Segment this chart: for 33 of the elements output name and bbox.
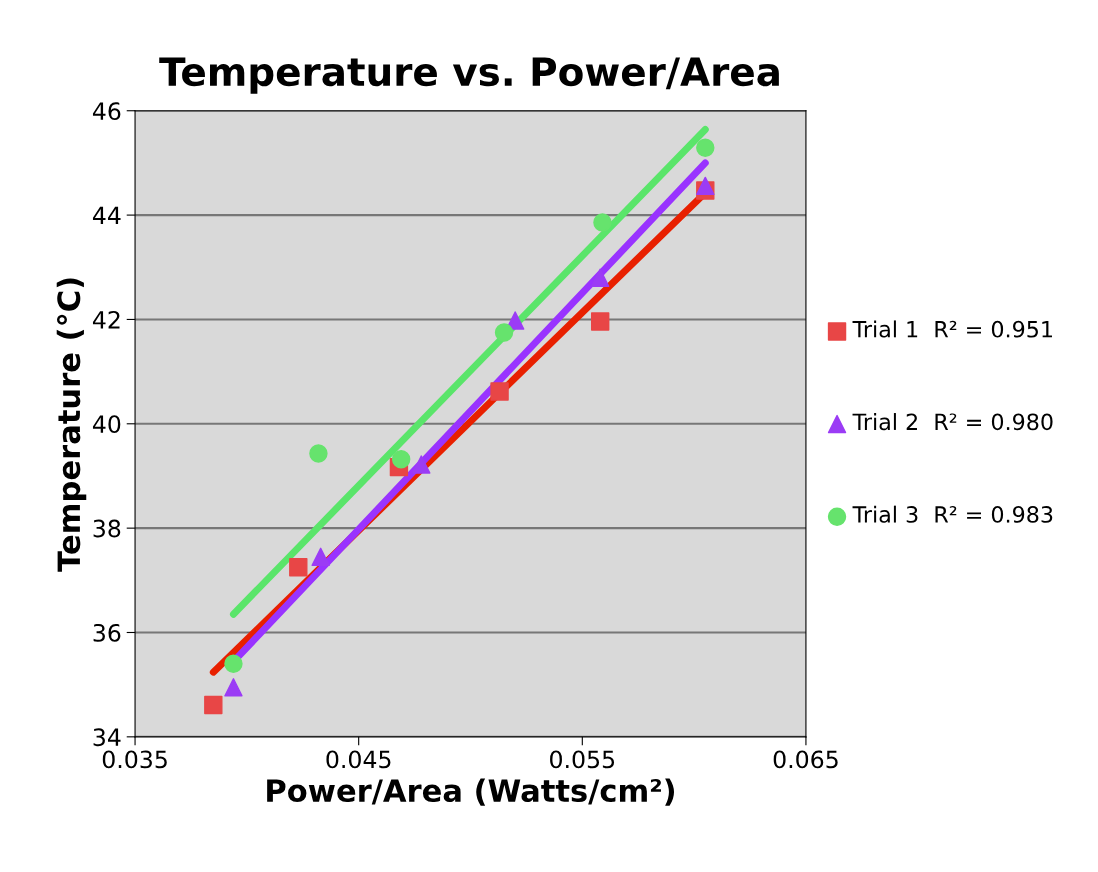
point <box>311 547 330 567</box>
point <box>224 654 243 673</box>
legend-label: Trial 2 R² = 0.980 <box>852 413 1053 431</box>
point <box>224 678 243 697</box>
x-tick-label: 0.045 <box>326 750 391 769</box>
y-tick-label: 46 <box>92 102 121 121</box>
point <box>412 455 431 474</box>
y-tick-label: 36 <box>93 623 121 642</box>
y-tick-label: 34 <box>93 728 121 747</box>
point <box>494 323 514 342</box>
y-tick-label: 38 <box>93 519 121 538</box>
x-axis-title: Power/Area (Watts/cm²) <box>267 778 675 806</box>
legend-label: Trial 3 R² = 0.983 <box>852 505 1053 523</box>
point <box>506 311 525 330</box>
y-tick-label: 40 <box>92 415 121 434</box>
y-tick-label: 44 <box>92 206 121 225</box>
point <box>490 382 509 401</box>
y-tick-label: 42 <box>92 310 120 329</box>
point <box>289 558 308 577</box>
point <box>590 312 610 331</box>
x-tick-label: 0.055 <box>550 750 615 769</box>
point <box>696 176 715 196</box>
x-tick-label: 0.035 <box>102 750 167 769</box>
x-tick-label: 0.065 <box>773 750 838 769</box>
y-axis-title: Temperature (°C) <box>56 278 87 572</box>
point <box>590 268 610 287</box>
legend-label: Trial 1 R² = 0.951 <box>852 320 1052 338</box>
point <box>309 444 328 463</box>
point <box>391 450 411 469</box>
point <box>696 138 715 157</box>
point <box>593 213 612 232</box>
point <box>204 695 223 715</box>
chart-title: Temperature vs. Power/Area <box>159 57 779 94</box>
